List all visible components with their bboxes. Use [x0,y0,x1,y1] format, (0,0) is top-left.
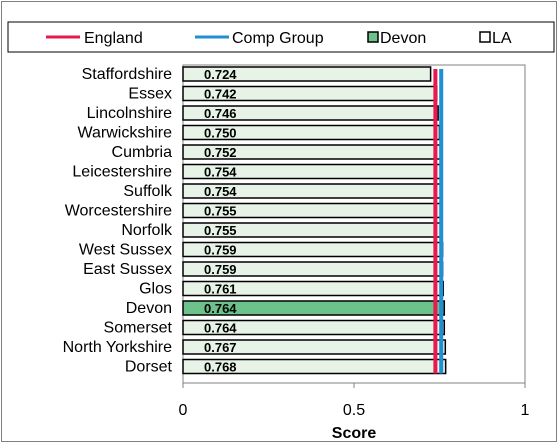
data-label: 0.755 [204,223,237,238]
legend: England Comp Group Devon LA [7,21,555,53]
bar-devon [182,300,446,316]
data-label: 0.767 [204,340,237,355]
bars: 0.724 0.742 0.746 0.750 0.752 0.754 0.754 0.755… [182,66,447,375]
category-label: Essex [128,86,172,103]
bar-staffordshire [182,66,432,82]
category-label: Norfolk [121,222,173,239]
category-label: Leicestershire [72,164,172,181]
legend-comp-group-label: Comp Group [232,30,324,47]
data-label: 0.742 [204,87,237,102]
category-label: Lincolnshire [87,105,172,122]
data-label: 0.759 [204,262,237,277]
data-label: 0.754 [204,184,237,199]
category-label: Cumbria [112,144,173,161]
category-label: East Sussex [83,261,172,278]
bar-lincolnshire [182,105,439,121]
data-label: 0.754 [204,165,237,180]
data-label: 0.724 [204,67,237,82]
category-label: Dorset [125,359,173,376]
legend-la-swatch [479,31,491,43]
data-label: 0.768 [204,360,237,375]
category-label: Suffolk [123,183,173,200]
category-label: North Yorkshire [63,339,172,356]
data-label: 0.764 [204,301,237,316]
data-label: 0.761 [204,282,237,297]
reference-lines [433,69,444,374]
legend-box [7,21,555,53]
data-label: 0.764 [204,321,237,336]
x-tick-label: 0 [179,402,188,419]
category-labels: Staffordshire Essex Lincolnshire Warwickshi… [63,66,173,376]
legend-la-label: LA [492,30,512,47]
data-label: 0.750 [204,126,237,141]
category-label: West Sussex [79,242,172,259]
category-label: Worcestershire [65,203,172,220]
category-label: Staffordshire [82,66,173,83]
x-axis-ticks: 0 0.5 1 [179,383,530,419]
bar-north-yorkshire [182,339,447,355]
legend-devon-label: Devon [380,30,426,47]
category-label: Devon [126,300,172,317]
data-label: 0.746 [204,106,237,121]
data-label: 0.755 [204,204,237,219]
data-label: 0.752 [204,145,237,160]
x-tick-label: 1 [521,402,530,419]
x-axis-title: Score [332,425,377,442]
category-label: Warwickshire [77,125,172,142]
data-label: 0.759 [204,243,237,258]
bar-somerset [182,319,446,336]
x-tick-label: 0.5 [343,402,365,419]
category-label: Somerset [104,320,173,337]
legend-devon-swatch [367,31,379,43]
category-label: Glos [139,281,172,298]
bar-glos [182,280,445,297]
legend-england-label: England [84,30,143,47]
bar-dorset [182,358,447,375]
